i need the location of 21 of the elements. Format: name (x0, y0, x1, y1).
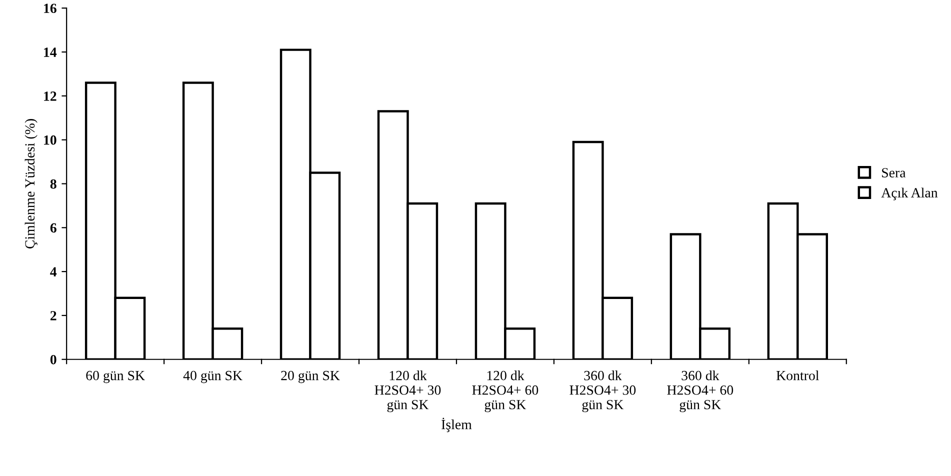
y-axis-title: Çimlenme Yüzdesi (%) (24, 119, 38, 248)
y-tick-label: 6 (50, 223, 56, 233)
legend-label: Açık Alan (881, 188, 938, 200)
x-tick-label: 20 gün SK (281, 370, 340, 384)
x-tick-label: 360 dk H2SO4+ 30 gün SK (570, 370, 636, 412)
y-tick-label: 0 (50, 354, 56, 364)
x-tick-label: 60 gün SK (86, 370, 145, 384)
x-tick-label: 40 gün SK (183, 370, 242, 384)
y-tick-label: 8 (50, 179, 56, 189)
y-tick-label: 4 (50, 267, 57, 276)
x-tick-label: 360 dk H2SO4+ 60 gün SK (667, 370, 734, 412)
y-tick-label: 12 (44, 92, 56, 101)
y-tick-label: 10 (44, 135, 56, 145)
y-tick-label: 2 (50, 311, 56, 320)
x-tick-label: Kontrol (776, 370, 819, 380)
x-tick-label: 120 dk H2SO4+ 60 gün SK (472, 370, 538, 412)
x-axis-title: İşlem (442, 418, 472, 432)
y-tick-label: 16 (44, 4, 56, 14)
x-tick-label: 120 dk H2SO4+ 30 gün SK (374, 370, 441, 412)
legend-label: Sera (882, 168, 906, 178)
y-tick-label: 14 (44, 48, 57, 57)
